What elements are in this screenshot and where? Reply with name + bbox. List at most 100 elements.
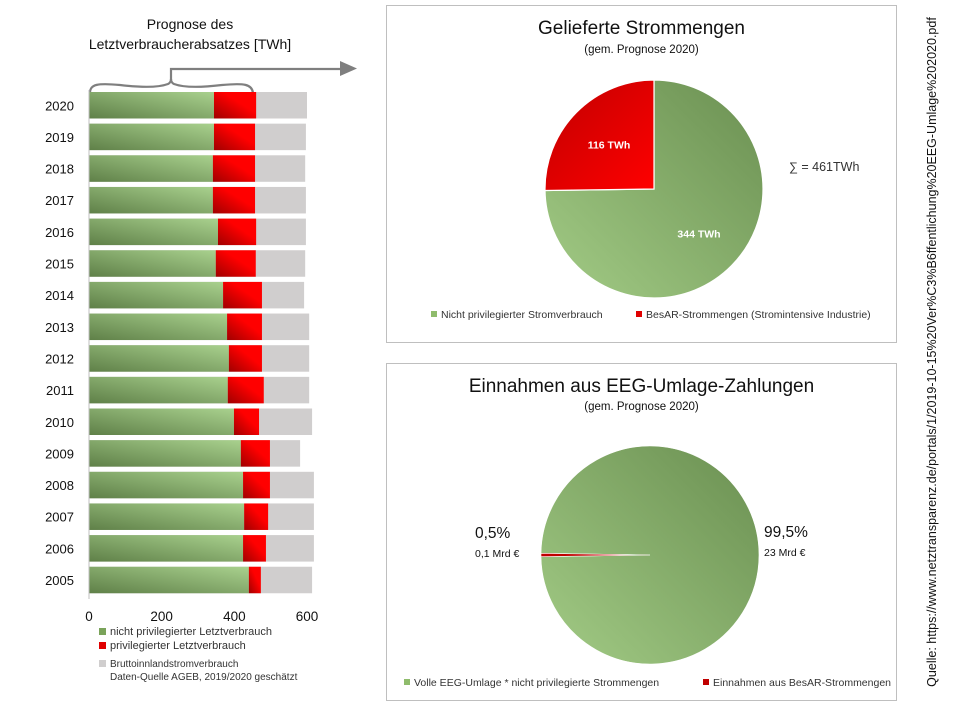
bar-row-2010: 2010 bbox=[45, 408, 313, 435]
pie-slice-1 bbox=[540, 552, 651, 558]
x-tick-600: 600 bbox=[296, 609, 319, 624]
year-label-2011: 2011 bbox=[46, 383, 74, 398]
pie-panel-delivered: Gelieferte Strommengen (gem. Prognose 20… bbox=[386, 5, 897, 343]
pie-top-sum-annotation: ∑ = 461TWh bbox=[789, 160, 860, 174]
pie-top-legend-item-0: Nicht privilegierter Stromverbrauch bbox=[431, 309, 603, 321]
legend-label: Bruttoinnlandstromverbrauch bbox=[110, 659, 239, 670]
year-label-2017: 2017 bbox=[45, 193, 74, 208]
pie-bottom-value-large-slice: 23 Mrd € bbox=[764, 547, 806, 559]
pie-panel-revenue: Einnahmen aus EEG-Umlage-Zahlungen (gem.… bbox=[386, 363, 897, 701]
year-label-2016: 2016 bbox=[45, 225, 74, 240]
year-label-2013: 2013 bbox=[45, 320, 74, 335]
bar-row-2016: 2016 bbox=[45, 218, 306, 246]
pie-top-title: Gelieferte Strommengen bbox=[538, 18, 745, 39]
bar-privileged-2017 bbox=[212, 186, 256, 214]
bar-non-privileged-2016 bbox=[89, 218, 218, 246]
year-label-2005: 2005 bbox=[45, 573, 74, 588]
x-tick-0: 0 bbox=[85, 609, 93, 624]
pie-bottom-title: Einnahmen aus EEG-Umlage-Zahlungen bbox=[468, 376, 815, 397]
bar-privileged-2012 bbox=[228, 345, 262, 372]
bar-row-2014: 2014 bbox=[45, 281, 305, 309]
bar-non-privileged-2007 bbox=[89, 503, 245, 530]
legend-label: Einnahmen aus BesAR-Strommengen bbox=[713, 677, 892, 689]
bar-non-privileged-2018 bbox=[89, 155, 213, 182]
legend-swatch-red bbox=[636, 311, 642, 317]
legend-label: privilegierter Letztverbrauch bbox=[110, 640, 246, 652]
bar-privileged-2016 bbox=[217, 218, 257, 246]
bar-row-2012: 2012 bbox=[45, 345, 310, 372]
year-label-2014: 2014 bbox=[45, 288, 74, 303]
year-label-2012: 2012 bbox=[45, 351, 74, 366]
bar-chart: 2020 2019 2018 2017 2016 2015 2014 2013 2012 2011… bbox=[45, 61, 357, 624]
arrow-head-icon bbox=[340, 61, 357, 76]
bar-row-2008: 2008 bbox=[45, 471, 314, 499]
legend-label: BesAR-Strommengen (Stromintensive Indust… bbox=[646, 309, 871, 321]
year-label-2018: 2018 bbox=[45, 162, 74, 177]
bar-privileged-2007 bbox=[244, 503, 269, 530]
bar-non-privileged-2012 bbox=[89, 345, 229, 372]
year-label-2020: 2020 bbox=[45, 98, 74, 113]
pie-top-legend-item-1: BesAR-Strommengen (Stromintensive Indust… bbox=[636, 309, 871, 321]
bar-row-2005: 2005 bbox=[45, 566, 313, 594]
legend-swatch-green bbox=[431, 311, 437, 317]
bar-privileged-2014 bbox=[223, 281, 262, 309]
bar-non-privileged-2013 bbox=[89, 313, 228, 341]
bar-non-privileged-2010 bbox=[89, 408, 234, 435]
bar-privileged-2015 bbox=[215, 250, 256, 277]
bar-privileged-2011 bbox=[227, 376, 264, 404]
bar-row-2017: 2017 bbox=[45, 186, 306, 214]
bar-non-privileged-2019 bbox=[89, 123, 214, 151]
bar-privileged-2005 bbox=[248, 566, 261, 594]
arrow-line bbox=[169, 67, 342, 80]
year-label-2015: 2015 bbox=[45, 257, 74, 272]
bar-privileged-2010 bbox=[233, 408, 260, 435]
bar-row-2007: 2007 bbox=[45, 503, 314, 530]
bar-row-2011: 2011 bbox=[46, 376, 310, 404]
bar-non-privileged-2020 bbox=[89, 92, 214, 119]
bar-non-privileged-2008 bbox=[89, 471, 244, 499]
bar-chart-title-line1: Prognose des bbox=[146, 16, 234, 32]
bar-non-privileged-2011 bbox=[89, 376, 228, 404]
legend-swatch-green bbox=[99, 628, 106, 635]
pie-slice-0 bbox=[544, 79, 764, 299]
brace-bracket bbox=[88, 78, 255, 94]
year-label-2010: 2010 bbox=[45, 415, 74, 430]
bar-row-2018: 2018 bbox=[45, 155, 306, 182]
bar-non-privileged-2014 bbox=[89, 281, 224, 309]
bar-privileged-2013 bbox=[227, 313, 262, 341]
bar-non-privileged-2005 bbox=[89, 566, 249, 594]
bar-row-2009: 2009 bbox=[45, 440, 301, 467]
legend-swatch-gray bbox=[99, 660, 106, 667]
bar-legend-item-gray: Bruttoinnlandstromverbrauch bbox=[99, 658, 238, 671]
legend-label: Nicht privilegierter Stromverbrauch bbox=[441, 309, 603, 321]
legend-swatch-green bbox=[404, 679, 410, 685]
bar-row-2020: 2020 bbox=[45, 92, 307, 119]
pie-slice-1 bbox=[544, 79, 655, 192]
bar-privileged-2020 bbox=[213, 92, 257, 119]
bar-privileged-2008 bbox=[243, 471, 270, 499]
bar-non-privileged-2006 bbox=[89, 535, 244, 562]
pie-bottom-value-small-slice: 0,1 Mrd € bbox=[475, 548, 520, 560]
x-tick-200: 200 bbox=[150, 609, 173, 624]
bar-privileged-2009 bbox=[240, 440, 270, 467]
pie-slice-0 bbox=[540, 445, 760, 665]
pie-bottom-chart bbox=[540, 445, 760, 665]
bar-legend-item-red: privilegierter Letztverbrauch bbox=[99, 640, 246, 653]
pie-bottom-pct-large-slice: 99,5% bbox=[764, 524, 808, 541]
bar-chart-title-line2: Letztverbraucherabsatzes [TWh] bbox=[88, 36, 292, 52]
year-label-2006: 2006 bbox=[45, 541, 74, 556]
bar-non-privileged-2017 bbox=[89, 186, 213, 214]
bar-row-2015: 2015 bbox=[45, 250, 306, 277]
legend-label: Volle EEG-Umlage * nicht privilegierte S… bbox=[414, 677, 660, 689]
source-citation: Quelle: https://www.netztransparenz.de/p… bbox=[925, 17, 939, 687]
pie-top-subtitle: (gem. Prognose 2020) bbox=[584, 44, 699, 56]
year-label-2008: 2008 bbox=[45, 478, 74, 493]
year-label-2019: 2019 bbox=[45, 130, 74, 145]
bar-non-privileged-2009 bbox=[89, 440, 241, 467]
year-label-2009: 2009 bbox=[45, 446, 74, 461]
bar-chart-title: Prognose des Letztverbraucherabsatzes [T… bbox=[60, 14, 320, 54]
year-label-2007: 2007 bbox=[45, 510, 74, 525]
x-tick-400: 400 bbox=[223, 609, 246, 624]
bar-privileged-2006 bbox=[243, 535, 266, 562]
pie-bottom-pct-small-slice: 0,5% bbox=[475, 525, 511, 542]
